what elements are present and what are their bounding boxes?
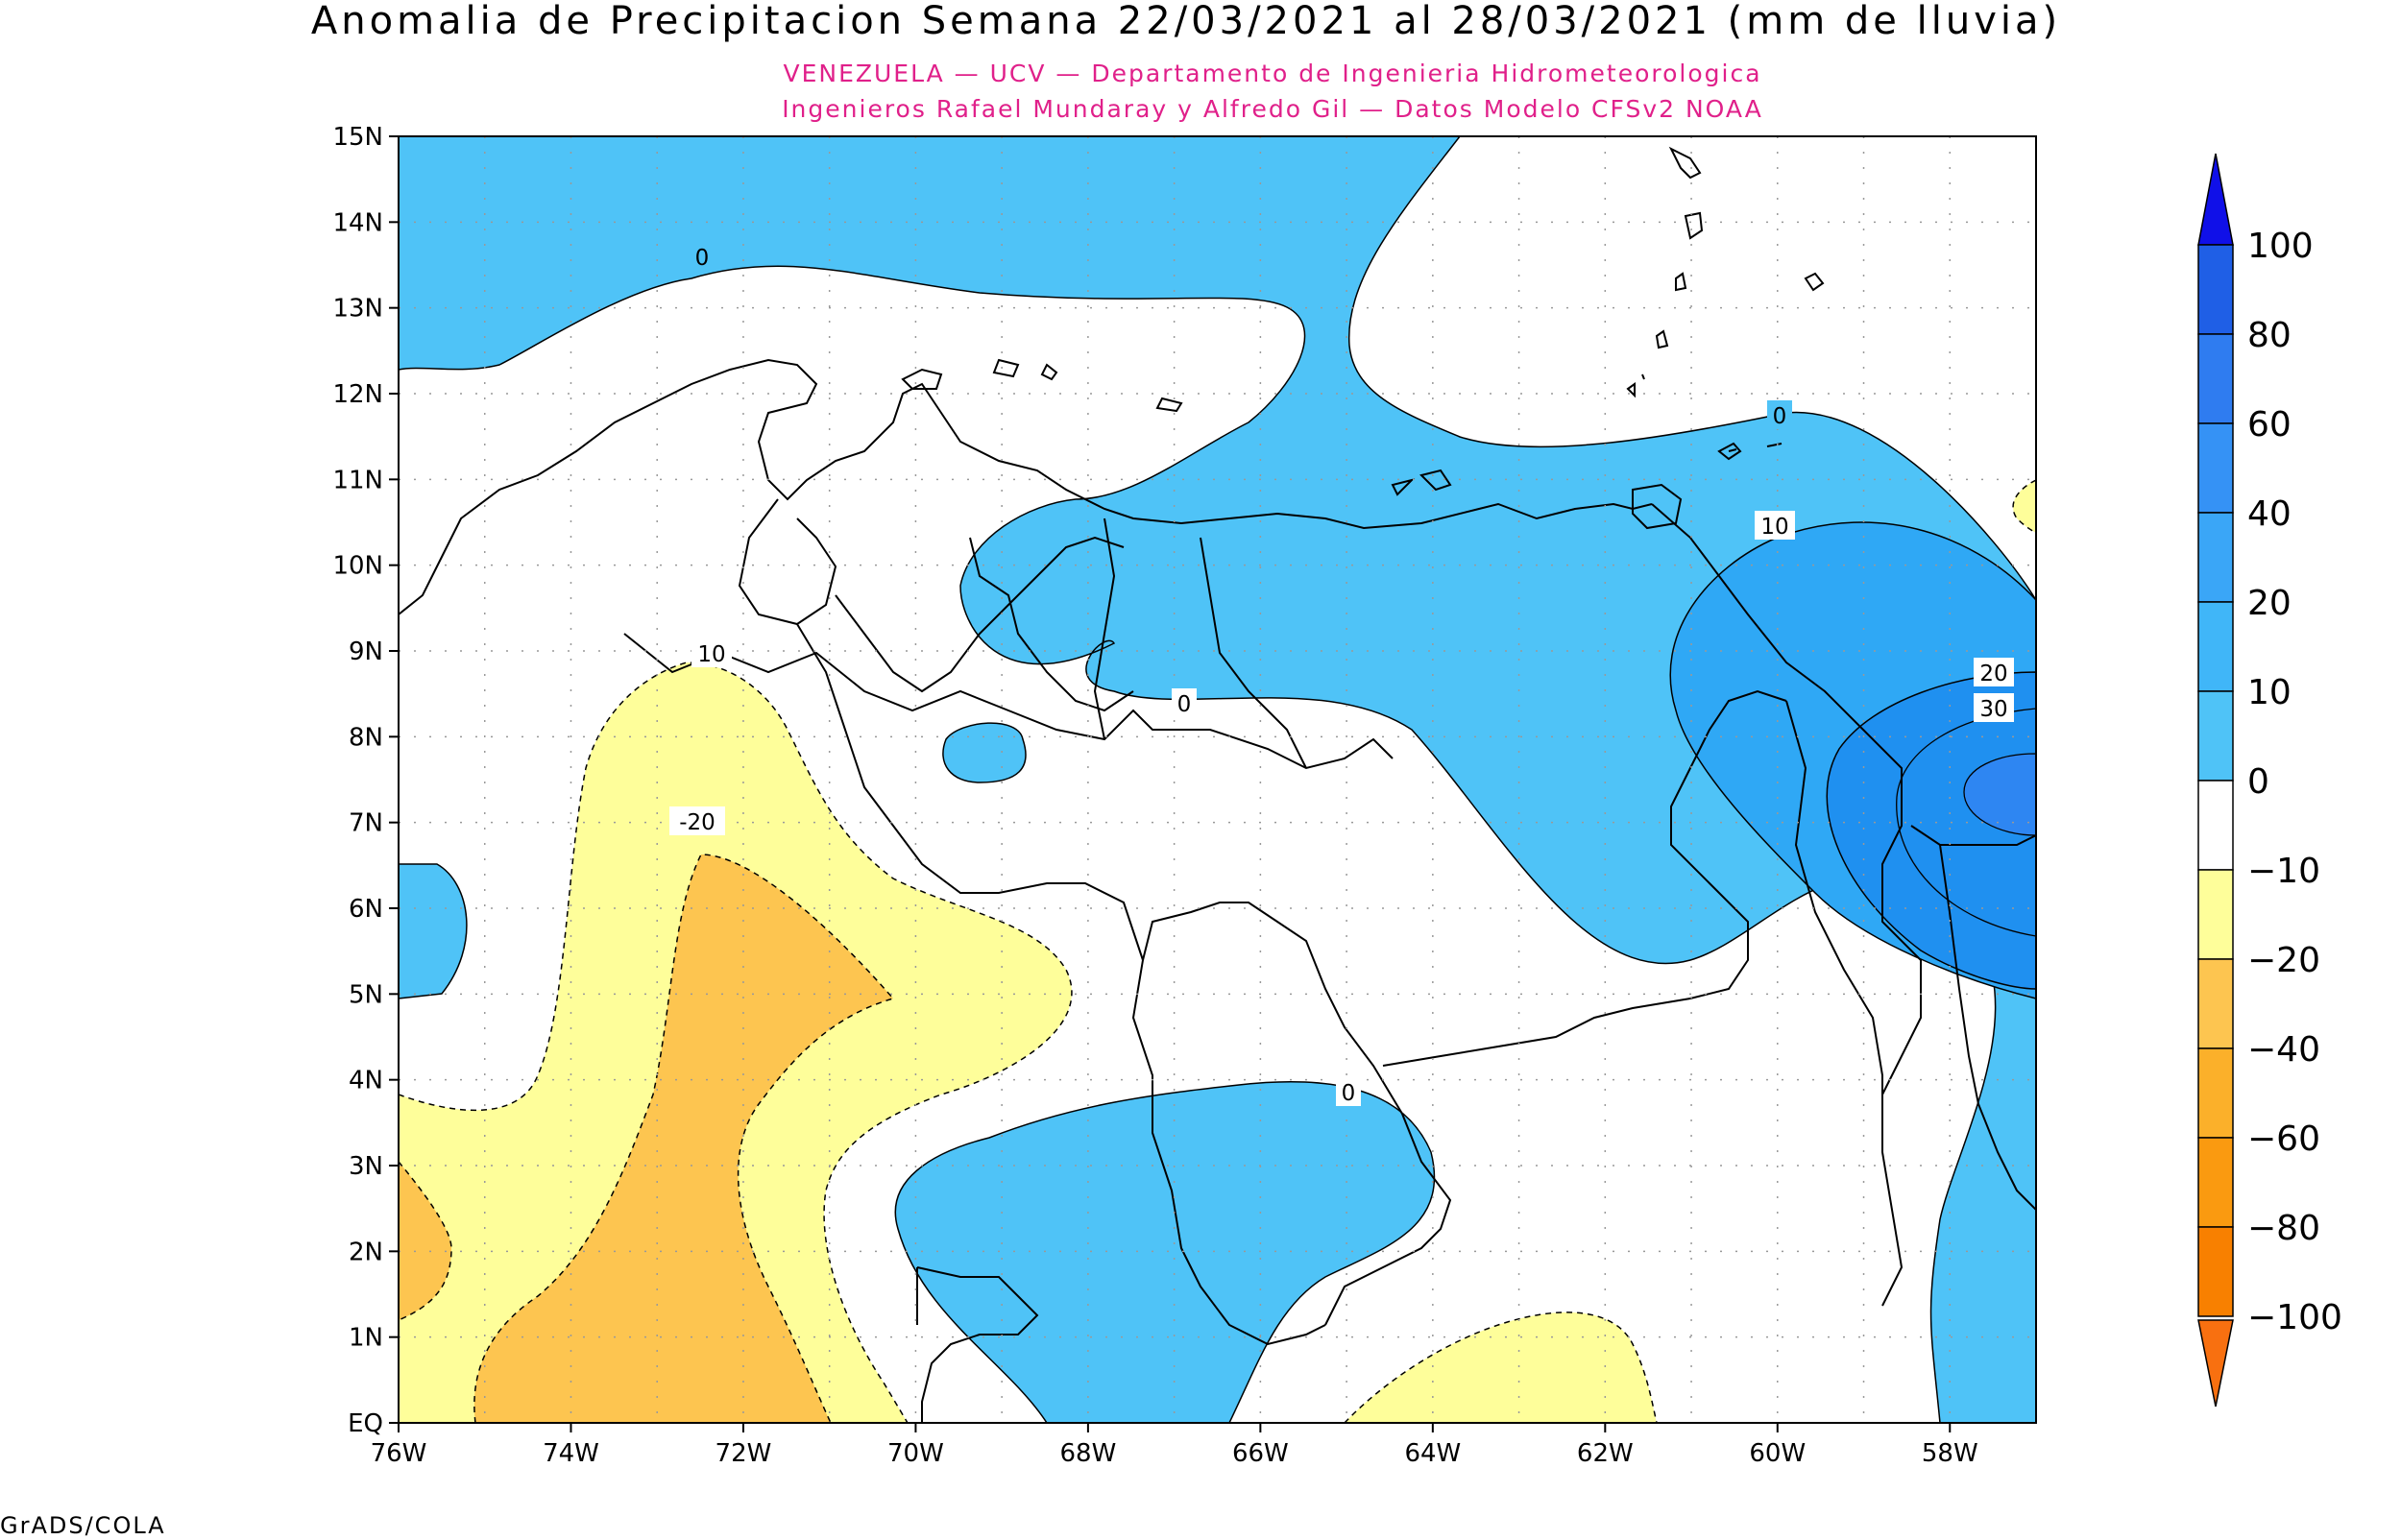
lon-tick-label: 72W — [715, 1439, 772, 1468]
lat-tick-label: 1N — [349, 1324, 383, 1353]
colorbar-label: −10 — [2247, 852, 2320, 891]
colorbar-swatch — [2197, 512, 2234, 603]
contour-label-0-center: 0 — [1177, 692, 1192, 717]
colorbar-label: 100 — [2247, 227, 2314, 266]
colorbar-swatch — [2197, 1226, 2234, 1317]
colorbar-label: −60 — [2247, 1119, 2320, 1159]
lat-tick-label: EQ — [348, 1409, 383, 1438]
positive-anomaly-east-40 — [1963, 753, 2036, 836]
positive-anomaly-blob-center — [942, 722, 1027, 783]
colorbar-label: −20 — [2247, 941, 2320, 980]
lat-tick-label: 11N — [332, 466, 383, 494]
lat-tick-label: 8N — [349, 723, 383, 752]
lat-tick-label: 13N — [332, 295, 383, 324]
software-credit: GrADS/COLA — [0, 1512, 166, 1536]
plot-frame — [398, 135, 2037, 1424]
colorbar-label: 60 — [2247, 405, 2292, 445]
latitude-axis: 15N 14N 13N 12N 11N 10N 9N 8N 7N 6N 5N 4N 3N 2N 1N EQ — [332, 123, 399, 1438]
lat-tick-label: 14N — [332, 208, 383, 237]
colorbar-swatch — [2197, 958, 2234, 1049]
contour-label-10-east: 10 — [1760, 515, 1788, 540]
lon-tick-label: 66W — [1232, 1439, 1289, 1468]
negative-anomaly-20 — [473, 854, 895, 1423]
lon-tick-label: 62W — [1577, 1439, 1634, 1468]
colorbar-top-arrow — [2197, 153, 2234, 246]
colorbar-swatch — [2197, 869, 2234, 960]
negative-anomaly-20-west — [399, 1160, 452, 1321]
colorbar-label: −100 — [2247, 1298, 2342, 1337]
map-title: Anomalia de Precipitacion Semana 22/03/2… — [311, 0, 2061, 43]
lat-tick-label: 15N — [332, 123, 383, 152]
anomaly-field — [399, 136, 2036, 1423]
colorbar-swatch — [2197, 1137, 2234, 1228]
lat-tick-label: 12N — [332, 380, 383, 409]
lat-tick-label: 6N — [349, 895, 383, 924]
lon-tick-label: 76W — [371, 1439, 427, 1468]
colorbar-swatch — [2197, 780, 2234, 871]
colorbar-bottom-arrow — [2197, 1319, 2234, 1408]
colorbar-label: 80 — [2247, 316, 2292, 355]
lon-tick-label: 74W — [543, 1439, 599, 1468]
colorbar-boxes — [2197, 244, 2234, 1317]
colorbar-swatch — [2197, 422, 2234, 514]
lat-tick-label: 9N — [349, 638, 383, 666]
lon-tick-label: 68W — [1059, 1439, 1116, 1468]
colorbar-label: 40 — [2247, 494, 2292, 534]
contour-label-minus20: -20 — [679, 810, 715, 835]
lat-tick-label: 2N — [349, 1238, 383, 1266]
contour-label-20: 20 — [1979, 662, 2007, 686]
colorbar-label: −80 — [2247, 1209, 2320, 1248]
colorbar-swatch — [2197, 1047, 2234, 1139]
contour-label-30: 30 — [1979, 697, 2007, 722]
contour-label-0-south: 0 — [1342, 1081, 1356, 1106]
colorbar-swatch — [2197, 690, 2234, 782]
lon-tick-label: 58W — [1922, 1439, 1978, 1468]
contour-label-10-west: 10 — [697, 642, 725, 667]
colorbar-swatch — [2197, 601, 2234, 692]
lat-tick-label: 10N — [332, 552, 383, 581]
lat-tick-label: 5N — [349, 980, 383, 1009]
negative-anomaly-10-south — [1343, 1311, 1658, 1423]
colorbar-label: 0 — [2247, 762, 2269, 802]
colorbar-label: −40 — [2247, 1030, 2320, 1070]
colorbar-swatch — [2197, 333, 2234, 424]
contour-label-0-east: 0 — [1773, 404, 1787, 429]
contour-label-0-north: 0 — [695, 246, 710, 271]
contour-labels: 0 0 0 0 10 10 20 30 -20 — [669, 242, 2014, 1106]
lat-tick-label: 3N — [349, 1152, 383, 1181]
lat-tick-label: 4N — [349, 1067, 383, 1095]
map-subtitle-2: Ingenieros Rafael Mundaray y Alfredo Gil… — [782, 95, 1763, 123]
map-subtitle-1: VENEZUELA — UCV — Departamento de Ingeni… — [783, 60, 1761, 87]
lon-tick-label: 60W — [1749, 1439, 1806, 1468]
lon-tick-label: 64W — [1404, 1439, 1461, 1468]
longitude-axis: 76W 74W 72W 70W 68W 66W 64W 62W 60W 58W — [371, 1423, 1978, 1468]
positive-anomaly-blob-west — [399, 863, 468, 999]
coastlines-borders — [399, 146, 2036, 1423]
lon-tick-label: 70W — [887, 1439, 944, 1468]
lat-tick-label: 7N — [349, 809, 383, 838]
colorbar-label: 10 — [2247, 673, 2292, 712]
colorbar-label: 20 — [2247, 584, 2292, 623]
colorbar-swatch — [2197, 244, 2234, 335]
negative-anomaly-blob-ne — [2012, 479, 2036, 534]
